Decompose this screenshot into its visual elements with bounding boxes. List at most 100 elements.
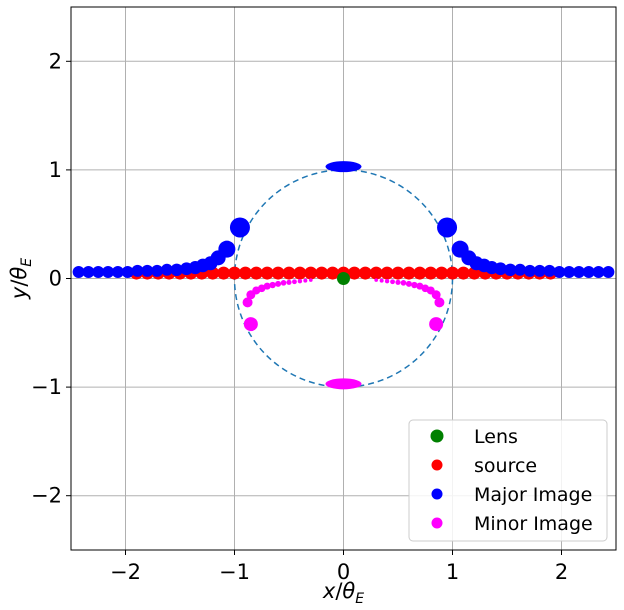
source-point — [282, 266, 296, 280]
source-point — [358, 266, 372, 280]
x-tick-label: 2 — [555, 560, 568, 584]
source-point — [260, 266, 274, 280]
legend-marker-minor-image — [431, 517, 443, 529]
major-image-point — [141, 264, 154, 277]
source-point — [456, 266, 470, 280]
legend-marker-major-image — [431, 488, 443, 500]
minor-image-point — [405, 280, 412, 287]
y-tick-label: −1 — [31, 375, 62, 399]
source-point — [293, 266, 307, 280]
minor-image-point — [411, 281, 418, 289]
y-axis-label: y/θE — [7, 258, 35, 300]
major-image-point — [523, 264, 536, 277]
major-image-point — [437, 217, 458, 238]
legend-label-minor-image: Minor Image — [474, 513, 593, 535]
source-point — [315, 266, 329, 280]
minor-image-point — [429, 317, 444, 332]
axis-labels: x/θE y/θE — [7, 258, 364, 607]
major-image-point — [533, 264, 546, 277]
major-image-point — [111, 265, 124, 278]
major-image-point — [170, 263, 183, 277]
major-image-point — [151, 264, 164, 277]
major-image-point — [504, 263, 517, 277]
minor-image-point — [374, 278, 379, 282]
minor-image-point — [400, 280, 407, 286]
source-point — [249, 266, 263, 280]
source-point — [271, 266, 285, 280]
minor-image-point — [395, 279, 401, 285]
source-point — [391, 266, 405, 280]
major-image-point — [553, 265, 566, 278]
source-point — [347, 266, 361, 280]
major-image-point — [602, 265, 615, 278]
major-image-point — [82, 265, 95, 278]
source-point — [217, 266, 231, 280]
minor-image-point — [269, 281, 276, 289]
major-image-point — [131, 264, 144, 277]
minor-image-point — [309, 278, 313, 282]
source-point — [424, 266, 438, 280]
source-point — [435, 266, 449, 280]
y-tick-label: −2 — [31, 484, 62, 508]
major-image-point — [218, 240, 236, 258]
minor-image-point — [243, 317, 258, 332]
minor-image-point — [303, 278, 308, 283]
source-point — [238, 266, 252, 280]
source-point — [380, 266, 394, 280]
source-point — [304, 266, 318, 280]
source-point — [446, 266, 459, 280]
source-point — [402, 266, 416, 280]
major-image-point — [592, 265, 605, 278]
minor-image-point — [297, 279, 303, 284]
minor-image-point — [263, 282, 271, 290]
major-image-point — [92, 265, 105, 278]
minor-image-point — [275, 280, 282, 287]
major-image-point — [72, 265, 85, 278]
major-image-point — [160, 263, 173, 276]
major-image-point — [543, 264, 556, 277]
source-point — [326, 266, 340, 280]
source-point — [228, 266, 241, 280]
major-image-point — [102, 265, 115, 278]
minor-image-point — [292, 279, 297, 285]
legend-label-source: source — [474, 455, 537, 477]
minor-image-point — [431, 290, 441, 300]
major-image-point — [582, 265, 595, 278]
legend-marker-lens — [430, 429, 444, 443]
minor-image-point — [390, 279, 395, 285]
minor-image-point — [242, 297, 253, 308]
legend-label-major-image: Major Image — [474, 484, 592, 506]
minor-image-point — [286, 279, 292, 285]
x-axis-label: x/θE — [322, 579, 364, 607]
x-tick-label: −1 — [219, 560, 250, 584]
major-image-point — [229, 217, 250, 238]
lens-point — [337, 272, 350, 285]
x-tick-label: 1 — [446, 560, 459, 584]
source-point — [369, 266, 383, 280]
tick-labels: −2 −1 0 1 2 −2 −1 0 1 2 — [31, 49, 568, 584]
minor-image-point — [257, 284, 266, 293]
major-image-point — [563, 265, 576, 278]
x-tick-label: −2 — [110, 560, 141, 584]
minor-image-point — [379, 278, 384, 283]
legend-label-lens: Lens — [474, 426, 518, 448]
major-image-point — [121, 265, 134, 278]
x-tick-label: 0 — [337, 560, 350, 584]
legend-marker-source — [431, 459, 443, 471]
minor-image-point — [325, 378, 362, 390]
major-image-point — [572, 265, 585, 278]
y-tick-label: 1 — [49, 158, 62, 182]
major-image-point — [514, 263, 527, 276]
major-image-point — [325, 161, 362, 173]
major-image-point — [494, 262, 507, 276]
minor-image-point — [280, 280, 287, 286]
legend: Lens source Major Image Minor Image — [408, 419, 608, 542]
points-layer — [72, 161, 615, 390]
minor-image-point — [434, 297, 445, 308]
legend-box — [408, 419, 608, 542]
y-tick-label: 0 — [49, 267, 62, 291]
y-tick-label: 2 — [49, 49, 62, 73]
minor-image-point — [384, 279, 390, 284]
source-point — [413, 266, 427, 280]
